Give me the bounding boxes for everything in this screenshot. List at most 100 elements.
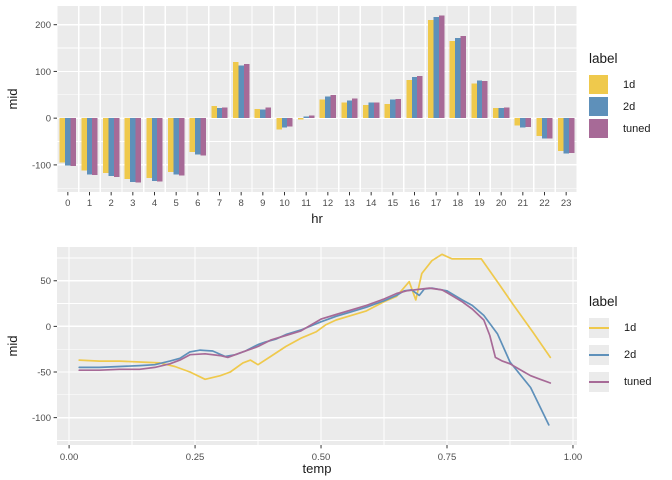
tick-label: 0.25 bbox=[186, 452, 205, 463]
legend-label-2d: 2d bbox=[624, 349, 637, 361]
bar-1d bbox=[189, 118, 196, 152]
line-chart-mid-by-temp: 0.00 0.25 0.50 0.75 1.00 -100 -50 0 50 bbox=[32, 247, 583, 463]
bar-2d bbox=[433, 17, 439, 119]
line-key-stroke-1d bbox=[589, 327, 609, 330]
swatch-2d bbox=[589, 97, 608, 116]
bar-chart-mid-by-hr: 0 1 2 3 4 5 6 7 8 9 10 11 12 13 14 15 16 17 18 19 20 21 22 23-1… bbox=[32, 6, 578, 209]
tick-label: 7 bbox=[217, 198, 222, 209]
tick-label: 17 bbox=[431, 198, 442, 209]
bar-tuned bbox=[70, 118, 76, 166]
bar-1d bbox=[363, 105, 369, 119]
swatch-1d bbox=[589, 75, 608, 94]
bar-2d bbox=[303, 116, 309, 119]
legend-entry-1d: 1d bbox=[589, 75, 651, 94]
bar-1d bbox=[233, 62, 239, 119]
bar-2d bbox=[195, 118, 201, 155]
bar-2d bbox=[476, 80, 483, 119]
bar-1d bbox=[146, 118, 152, 178]
tick-label: 2 bbox=[109, 198, 114, 209]
tick-label: 3 bbox=[130, 198, 135, 209]
bar-tuned bbox=[352, 98, 358, 119]
bar-1d bbox=[168, 118, 174, 172]
tick-label: 15 bbox=[388, 198, 399, 209]
bar-2d bbox=[151, 118, 158, 181]
bar-2d bbox=[541, 118, 548, 139]
bar-tuned bbox=[265, 107, 271, 119]
legend-label-tuned: tuned bbox=[624, 376, 652, 388]
bar-1d bbox=[558, 118, 564, 151]
tick-label: 200 bbox=[35, 20, 51, 31]
bar-tuned bbox=[308, 115, 315, 119]
tick-label: 10 bbox=[279, 198, 290, 209]
tick-label: 1.00 bbox=[564, 452, 583, 463]
tick-label: 1 bbox=[87, 198, 92, 209]
legend-label-2d: 2d bbox=[623, 100, 636, 113]
top-legend: label 1d 2d tuned bbox=[589, 51, 651, 141]
bar-tuned bbox=[482, 81, 488, 119]
tick-label: 14 bbox=[366, 198, 377, 209]
tick-label: 4 bbox=[152, 198, 157, 209]
bar-tuned bbox=[157, 118, 163, 182]
series-line-tuned bbox=[78, 287, 552, 384]
bar-tuned bbox=[243, 63, 250, 119]
bar-tuned bbox=[373, 102, 380, 119]
tick-label: 0.50 bbox=[312, 452, 331, 463]
bar-2d bbox=[281, 118, 288, 128]
bar-1d bbox=[428, 20, 434, 119]
bar-tuned bbox=[438, 15, 445, 119]
bar-2d bbox=[130, 118, 136, 183]
legend-entry-1d: 1d bbox=[589, 318, 652, 338]
bar-1d bbox=[276, 118, 282, 130]
bar-1d bbox=[124, 118, 131, 179]
bar-2d bbox=[368, 102, 374, 119]
bar-tuned bbox=[178, 118, 185, 176]
tick-label: 100 bbox=[35, 67, 51, 78]
tick-label: 23 bbox=[561, 198, 572, 209]
bar-tuned bbox=[113, 118, 120, 178]
bar-2d bbox=[563, 118, 569, 154]
tick-label: 6 bbox=[195, 198, 200, 209]
tick-label: 50 bbox=[40, 276, 51, 287]
legend-label-1d: 1d bbox=[624, 322, 637, 334]
bar-2d bbox=[173, 118, 179, 175]
tick-label: 18 bbox=[453, 198, 464, 209]
tick-label: 0 bbox=[65, 198, 70, 209]
bar-2d bbox=[455, 37, 461, 119]
line-key-2d bbox=[589, 345, 609, 365]
series-line-2d bbox=[78, 287, 550, 426]
tick-label: 16 bbox=[409, 198, 420, 209]
line-key-stroke-2d bbox=[589, 354, 609, 357]
tick-label: 0.00 bbox=[60, 452, 79, 463]
bar-1d bbox=[59, 118, 66, 163]
bar-1d bbox=[103, 118, 109, 173]
tick-label: 0.75 bbox=[438, 452, 457, 463]
bar-1d bbox=[81, 118, 87, 171]
line-key-stroke-tuned bbox=[589, 381, 609, 384]
bar-1d bbox=[341, 102, 347, 119]
legend-entry-tuned: tuned bbox=[589, 119, 651, 138]
bottom-legend: label 1d 2d tuned bbox=[589, 294, 652, 399]
legend-entry-2d: 2d bbox=[589, 345, 652, 365]
legend-entry-2d: 2d bbox=[589, 97, 651, 116]
bar-1d bbox=[536, 118, 542, 136]
tick-label: 19 bbox=[474, 198, 485, 209]
bar-tuned bbox=[460, 35, 466, 119]
line-key-1d bbox=[589, 318, 609, 338]
bar-1d bbox=[298, 118, 304, 120]
legend-label-tuned: tuned bbox=[623, 122, 651, 135]
bar-tuned bbox=[200, 118, 206, 156]
series-line-1d bbox=[78, 253, 552, 381]
bar-tuned bbox=[287, 118, 293, 127]
bar-2d bbox=[346, 100, 353, 119]
bottom-x-axis-title: temp bbox=[302, 461, 332, 476]
bar-1d bbox=[384, 104, 391, 119]
bar-2d bbox=[325, 96, 331, 119]
tick-label: 11 bbox=[301, 198, 311, 209]
bar-tuned bbox=[503, 107, 510, 119]
tick-label: 5 bbox=[174, 198, 179, 209]
tick-label: 9 bbox=[260, 198, 265, 209]
tick-label: 21 bbox=[518, 198, 529, 209]
legend-entry-tuned: tuned bbox=[589, 372, 652, 392]
tick-label: -100 bbox=[32, 160, 51, 171]
